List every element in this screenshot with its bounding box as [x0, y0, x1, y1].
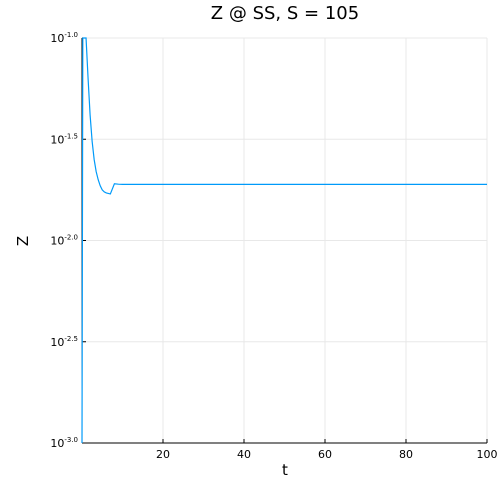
- series-line: [81, 37, 487, 444]
- y-axis-label: Z: [14, 236, 32, 246]
- y-tick-label: 10-2.0: [50, 234, 78, 248]
- y-tick-label: 10-1.5: [50, 132, 78, 146]
- ticks-group: 20 40 60 80 100 10-1.0 10-1.5 10-2.0 10-2.5 10-3.…: [50, 31, 497, 461]
- chart-title: Z @ SS, S = 105: [211, 3, 359, 24]
- x-tick-label: 40: [237, 448, 251, 461]
- y-tick-label: 10-1.0: [50, 31, 78, 45]
- series-group: [81, 37, 487, 444]
- y-tick-label: 10-3.0: [50, 436, 78, 450]
- x-tick-label: 100: [477, 448, 498, 461]
- x-tick-label: 80: [399, 448, 413, 461]
- grid-group: [82, 37, 488, 444]
- x-axis-label: t: [282, 461, 288, 479]
- x-tick-label: 60: [318, 448, 332, 461]
- x-tick-label: 20: [156, 448, 170, 461]
- y-tick-label: 10-2.5: [50, 335, 78, 349]
